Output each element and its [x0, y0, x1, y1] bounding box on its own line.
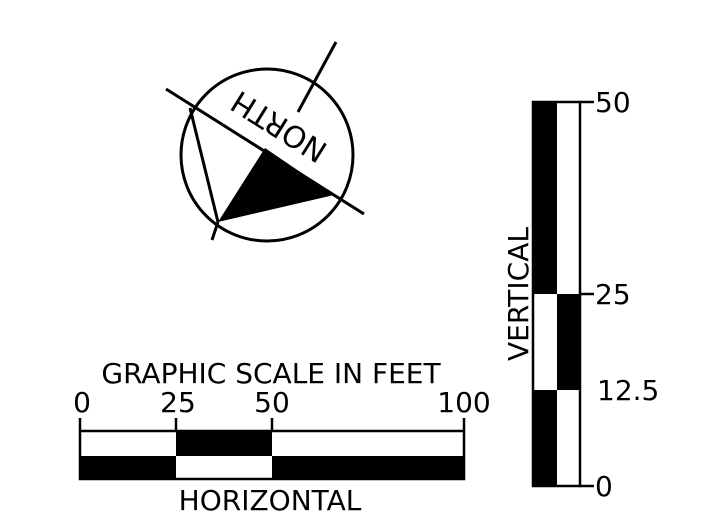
vertical-tick-50: 50 — [595, 86, 631, 119]
vertical-scale: VERTICAL 50 25 12.5 0 — [502, 86, 659, 503]
horizontal-tick-100: 100 — [437, 386, 490, 419]
vertical-tick-0: 0 — [595, 470, 613, 503]
horizontal-tick-25: 25 — [160, 386, 196, 419]
vertical-label: VERTICAL — [502, 227, 535, 361]
horizontal-tick-0: 0 — [73, 386, 91, 419]
horizontal-scale-bar — [78, 418, 466, 481]
north-label: NORTH — [225, 83, 333, 169]
vertical-tick-25: 25 — [595, 278, 631, 311]
horizontal-scale: GRAPHIC SCALE IN FEET 0 25 50 100 HORIZO… — [73, 357, 491, 517]
north-arrow-icon: NORTH — [165, 41, 365, 243]
graphic-scale-title: GRAPHIC SCALE IN FEET — [101, 357, 441, 390]
vertical-tick-12-5: 12.5 — [597, 374, 659, 407]
horizontal-tick-50: 50 — [254, 386, 290, 419]
horizontal-label: HORIZONTAL — [179, 484, 362, 517]
vertical-scale-bar — [531, 100, 594, 488]
